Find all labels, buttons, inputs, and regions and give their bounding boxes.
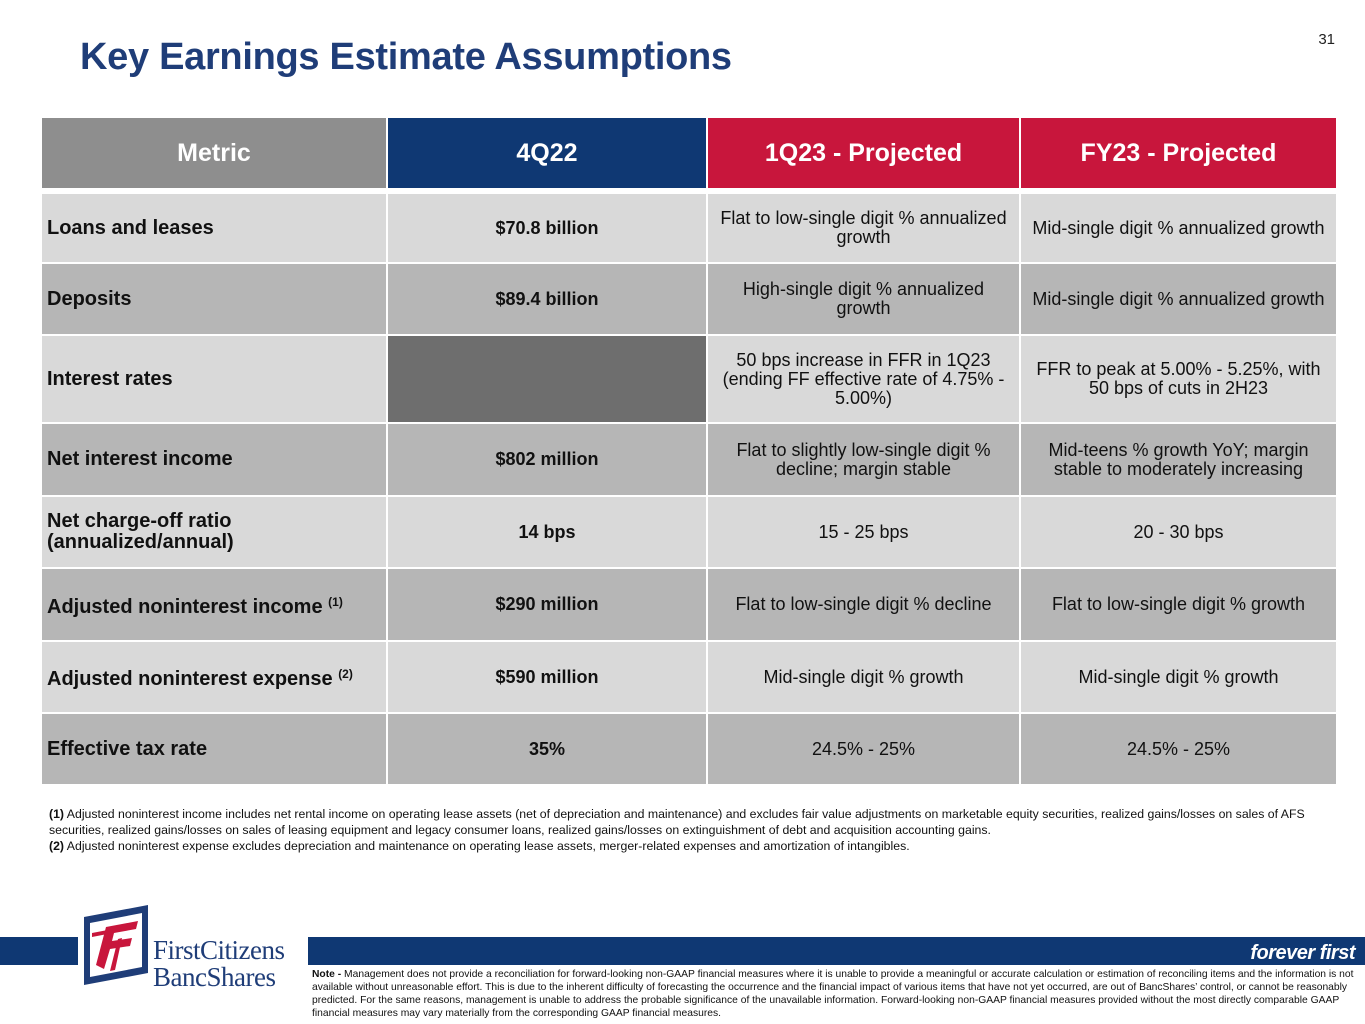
- metric-cell: Adjusted noninterest expense (2): [42, 641, 388, 714]
- header-1q23-projected: 1Q23 - Projected: [707, 118, 1021, 194]
- table-header-row: Metric 4Q22 1Q23 - Projected FY23 - Proj…: [42, 118, 1336, 194]
- q1-23-cell: 50 bps increase in FFR in 1Q23 (ending F…: [707, 335, 1021, 424]
- company-logo-text: FirstCitizens BancShares: [153, 937, 285, 991]
- metric-cell: Net interest income: [42, 423, 388, 497]
- fy23-cell: Mid-teens % growth YoY; margin stable to…: [1020, 423, 1336, 497]
- table-row: Adjusted noninterest expense (2) $590 mi…: [42, 641, 1336, 714]
- footnote-ref: (2): [338, 667, 353, 681]
- q4-22-cell: 35%: [387, 713, 708, 786]
- fy23-cell: 20 - 30 bps: [1020, 496, 1336, 569]
- q1-23-cell: Flat to low-single digit % decline: [707, 568, 1021, 642]
- disclaimer-note: Note - Management does not provide a rec…: [312, 968, 1357, 1020]
- footnotes: (1) Adjusted noninterest income includes…: [49, 806, 1319, 854]
- q4-22-cell: 14 bps: [387, 496, 708, 569]
- metric-label: Adjusted noninterest expense: [47, 668, 333, 690]
- q4-22-cell: $89.4 billion: [387, 263, 708, 336]
- q1-23-cell: 24.5% - 25%: [707, 713, 1021, 786]
- metric-cell: Interest rates: [42, 335, 388, 424]
- metric-cell: Net charge-off ratio (annualized/annual): [42, 496, 388, 569]
- footnote-ref: (1): [328, 594, 343, 609]
- metric-cell: Deposits: [42, 263, 388, 336]
- fy23-cell: 24.5% - 25%: [1020, 713, 1336, 786]
- q1-23-cell: Mid-single digit % growth: [707, 641, 1021, 714]
- q1-23-cell: 15 - 25 bps: [707, 496, 1021, 569]
- q4-22-cell: $590 million: [387, 641, 708, 714]
- note-label: Note -: [312, 969, 342, 980]
- metric-cell: Loans and leases: [42, 191, 388, 264]
- page-title: Key Earnings Estimate Assumptions: [80, 36, 732, 78]
- q4-22-cell: $70.8 billion: [387, 191, 708, 264]
- footnote-text: Adjusted noninterest expense excludes de…: [66, 839, 910, 853]
- footnote-marker: (2): [49, 839, 65, 853]
- table-row: Interest rates 50 bps increase in FFR in…: [42, 335, 1336, 424]
- table-row: Adjusted noninterest income (1) $290 mil…: [42, 568, 1336, 642]
- metric-cell: Effective tax rate: [42, 713, 388, 786]
- metric-cell: Adjusted noninterest income (1): [42, 568, 388, 642]
- header-fy23-projected: FY23 - Projected: [1020, 118, 1336, 194]
- logo-line-1: FirstCitizens: [153, 935, 285, 965]
- footnote-text: Adjusted noninterest income includes net…: [49, 807, 1305, 837]
- fy23-cell: FFR to peak at 5.00% - 5.25%, with 50 bp…: [1020, 335, 1336, 424]
- q1-23-cell: Flat to slightly low-single digit % decl…: [707, 423, 1021, 497]
- fy23-cell: Flat to low-single digit % growth: [1020, 568, 1336, 642]
- logo-line-2: BancShares: [153, 962, 276, 992]
- footnote-marker: (1): [49, 807, 65, 821]
- table-row: Loans and leases $70.8 billion Flat to l…: [42, 191, 1336, 264]
- q1-23-cell: High-single digit % annualized growth: [707, 263, 1021, 336]
- fy23-cell: Mid-single digit % annualized growth: [1020, 191, 1336, 264]
- q1-23-cell: Flat to low-single digit % annualized gr…: [707, 191, 1021, 264]
- header-metric: Metric: [42, 118, 388, 194]
- footnote-2: (2) Adjusted noninterest expense exclude…: [49, 838, 1319, 854]
- header-4q22: 4Q22: [387, 118, 708, 194]
- tagline: forever first: [1250, 942, 1355, 964]
- q4-22-cell: $290 million: [387, 568, 708, 642]
- q4-22-cell-empty: [387, 335, 708, 424]
- note-text: Management does not provide a reconcilia…: [312, 969, 1354, 1019]
- table-row: Net charge-off ratio (annualized/annual)…: [42, 496, 1336, 569]
- table-row: Net interest income $802 million Flat to…: [42, 423, 1336, 497]
- first-citizens-logo-icon: [84, 905, 148, 985]
- footnote-1: (1) Adjusted noninterest income includes…: [49, 806, 1319, 838]
- metric-label: Adjusted noninterest income: [47, 595, 323, 618]
- page-number: 31: [1318, 31, 1335, 48]
- q4-22-cell: $802 million: [387, 423, 708, 497]
- earnings-assumptions-table: Metric 4Q22 1Q23 - Projected FY23 - Proj…: [42, 118, 1336, 786]
- fy23-cell: Mid-single digit % growth: [1020, 641, 1336, 714]
- fy23-cell: Mid-single digit % annualized growth: [1020, 263, 1336, 336]
- table-row: Effective tax rate 35% 24.5% - 25% 24.5%…: [42, 713, 1336, 786]
- table-row: Deposits $89.4 billion High-single digit…: [42, 263, 1336, 336]
